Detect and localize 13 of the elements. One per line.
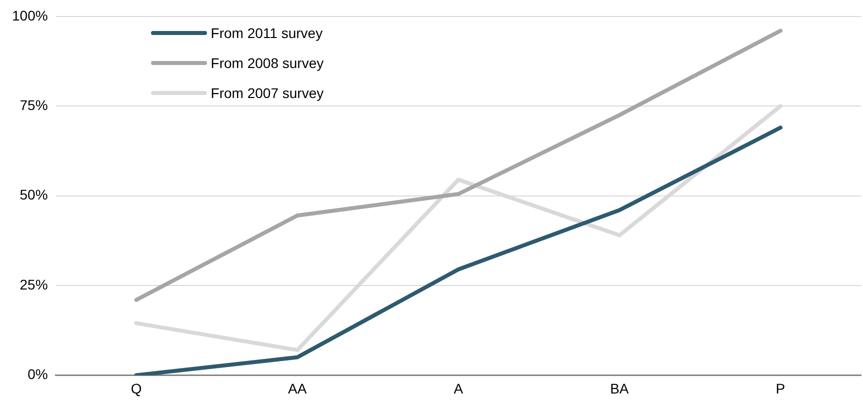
- x-tick-label: Q: [130, 380, 142, 396]
- legend-label: From 2008 survey: [210, 55, 324, 72]
- x-tick-label: P: [776, 380, 786, 396]
- y-tick-label: 0%: [28, 366, 48, 382]
- y-tick-label: 25%: [20, 276, 48, 292]
- legend-label: From 2011 survey: [210, 25, 323, 42]
- y-tick-label: 50%: [20, 186, 48, 203]
- x-tick-label: AA: [288, 380, 308, 396]
- y-tick-label: 75%: [20, 96, 48, 113]
- legend-label: From 2007 survey: [210, 85, 324, 102]
- x-tick-label: A: [454, 380, 464, 396]
- y-tick-label: 100%: [12, 7, 48, 24]
- x-tick-label: BA: [610, 380, 630, 396]
